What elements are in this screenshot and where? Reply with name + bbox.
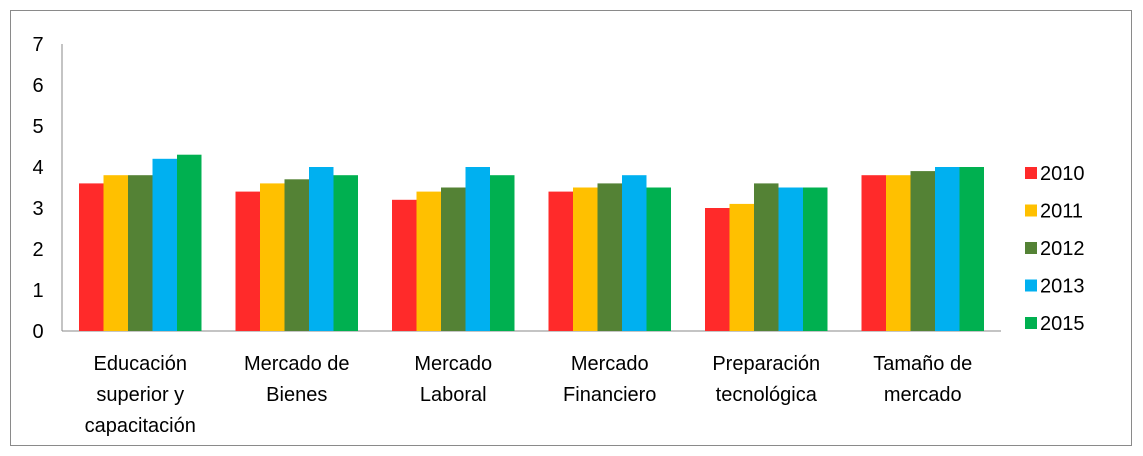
legend-swatch-2013 (1025, 279, 1037, 292)
legend-label: 2011 (1040, 201, 1083, 223)
x-category-label: Tamaño de (873, 353, 972, 375)
bar-2010 (79, 183, 104, 331)
y-tick-label: 1 (32, 280, 43, 302)
bar-2010 (235, 191, 260, 331)
y-tick-label: 7 (32, 34, 43, 56)
y-tick-label: 3 (32, 198, 43, 220)
bar-2013 (309, 167, 334, 331)
y-tick-label: 0 (32, 321, 43, 343)
legend-swatch-2011 (1025, 204, 1037, 217)
bar-2013 (935, 167, 960, 331)
x-category-label: Financiero (563, 384, 656, 406)
y-tick-label: 6 (32, 75, 43, 97)
bar-2010 (861, 175, 886, 331)
bar-2015 (177, 154, 202, 331)
bar-2012 (597, 183, 622, 331)
bar-2010 (705, 208, 730, 331)
legend-swatch-2010 (1025, 167, 1037, 179)
bar-2011 (886, 175, 911, 331)
bar-2013 (465, 167, 490, 331)
bar-2012 (284, 179, 309, 331)
x-category-label: Educación (94, 353, 187, 375)
bar-2011 (416, 191, 441, 331)
legend-label: 2010 (1040, 163, 1085, 185)
bar-2013 (152, 158, 177, 331)
x-category-label: superior y (96, 384, 184, 406)
bar-2011 (103, 175, 128, 331)
bar-2015 (333, 175, 358, 331)
y-tick-label: 4 (32, 157, 43, 179)
bar-2011 (729, 203, 754, 331)
bar-2015 (803, 187, 828, 331)
x-category-label: mercado (884, 384, 962, 406)
bar-2015 (490, 175, 515, 331)
bar-2015 (646, 187, 671, 331)
x-category-label: capacitación (85, 415, 196, 437)
bar-2012 (128, 175, 153, 331)
bar-2010 (392, 199, 417, 331)
x-category-label: Mercado de (244, 353, 350, 375)
y-tick-label: 5 (32, 116, 43, 138)
bar-2013 (622, 175, 647, 331)
x-category-label: Mercado (414, 353, 492, 375)
x-category-label: Preparación (712, 353, 820, 375)
bar-2015 (959, 167, 984, 331)
bar-2012 (910, 171, 935, 331)
bar-2013 (778, 187, 803, 331)
x-category-label: Bienes (266, 384, 327, 406)
x-category-label: Mercado (571, 353, 649, 375)
bar-2012 (441, 187, 466, 331)
legend-label: 2015 (1040, 313, 1085, 335)
legend-swatch-2015 (1025, 317, 1037, 329)
legend-swatch-2012 (1025, 242, 1037, 254)
legend-label: 2013 (1040, 276, 1085, 298)
y-tick-label: 2 (32, 239, 43, 261)
legend-label: 2012 (1040, 238, 1085, 260)
bar-2011 (573, 187, 598, 331)
bar-2011 (260, 183, 285, 331)
x-category-label: Laboral (420, 384, 487, 406)
bar-2010 (548, 191, 573, 331)
x-category-label: tecnológica (716, 384, 818, 406)
bar-2012 (754, 183, 779, 331)
